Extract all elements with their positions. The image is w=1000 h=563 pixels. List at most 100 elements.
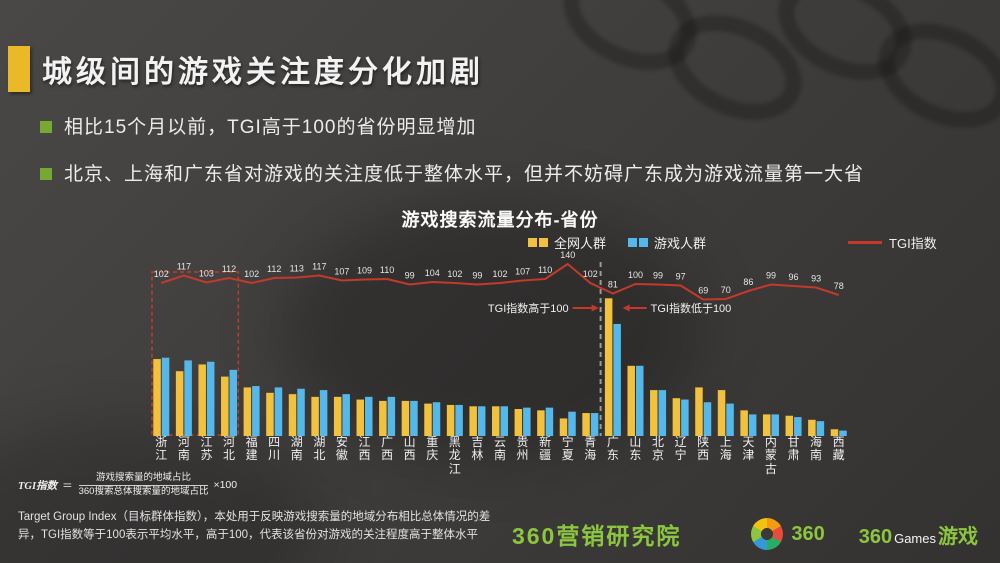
x-axis-label: 辽宁 bbox=[674, 435, 687, 463]
tgi-value-label: 109 bbox=[357, 266, 372, 276]
bullet-item: 北京、上海和广东省对游戏的关注度低于整体水平，但并不妨碍广东成为游戏流量第一大省 bbox=[40, 159, 864, 186]
bar-allnet bbox=[424, 403, 432, 436]
x-axis-label: 河南 bbox=[177, 435, 190, 463]
tgi-value-label: 99 bbox=[405, 271, 415, 281]
bar-gamers bbox=[229, 369, 238, 436]
bar-allnet bbox=[288, 394, 297, 436]
bullet-square-icon bbox=[40, 121, 52, 133]
360-research-logo: 360营销研究院 bbox=[511, 523, 682, 549]
x-axis-label: 浙江 bbox=[155, 435, 168, 463]
bar-gamers bbox=[590, 413, 599, 436]
bar-allnet bbox=[717, 390, 726, 436]
legend-label: 全网人群 bbox=[554, 236, 607, 251]
360-pinwheel-icon bbox=[751, 518, 784, 550]
x-axis-label: 湖北 bbox=[313, 435, 326, 463]
games-logo-cn: 游戏 bbox=[938, 525, 978, 548]
bar-gamers bbox=[252, 386, 260, 436]
bar-allnet bbox=[153, 359, 161, 436]
bar-gamers bbox=[319, 390, 328, 436]
tgi-value-label: 81 bbox=[608, 280, 618, 290]
x-axis-label: 山西 bbox=[403, 435, 416, 463]
bar-gamers bbox=[703, 402, 712, 436]
bar-gamers bbox=[726, 403, 734, 436]
bar-gamers bbox=[477, 406, 486, 436]
tgi-value-label: 104 bbox=[425, 268, 440, 278]
x-axis-label: 宁夏 bbox=[561, 435, 574, 463]
tgi-value-label: 117 bbox=[312, 262, 326, 272]
bullet-list: 相比15个月以前，TGI高于100的省份明显增加 北京、上海和广东省对游戏的关注… bbox=[40, 112, 864, 206]
blue-swatch-icon bbox=[639, 238, 649, 247]
bar-allnet bbox=[537, 410, 545, 436]
bar-allnet bbox=[446, 404, 455, 436]
tgi-value-label: 107 bbox=[515, 267, 530, 277]
bullet-item: 相比15个月以前，TGI高于100的省份明显增加 bbox=[40, 112, 864, 139]
x-axis-label: 吉林 bbox=[471, 435, 484, 463]
bar-allnet bbox=[221, 376, 229, 436]
x-axis-label: 安徽 bbox=[335, 435, 348, 463]
bar-gamers bbox=[839, 430, 847, 436]
bar-gamers bbox=[500, 406, 508, 436]
360-brand-label: 360 bbox=[791, 522, 825, 545]
bar-allnet bbox=[695, 387, 703, 436]
legend-item-gamers: 游戏人群 bbox=[628, 233, 706, 252]
bar-gamers bbox=[748, 414, 757, 436]
x-axis-label: 北京 bbox=[652, 435, 665, 463]
footer-logos: 360营销研究院 360 360 Games 游戏 bbox=[512, 517, 978, 551]
bar-allnet bbox=[830, 429, 839, 436]
x-axis-label: 黑龙江 bbox=[448, 435, 461, 476]
chart-canvas: 102 117 103 112 102 112 113 117 107 109 110 99 104 10… bbox=[151, 250, 847, 436]
bar-allnet bbox=[808, 419, 816, 436]
bar-gamers bbox=[613, 323, 621, 436]
x-axis-label: 河北 bbox=[223, 435, 236, 463]
annotation-low-tgi: TGI指数低于100 bbox=[651, 301, 732, 315]
tgi-value-label: 69 bbox=[698, 286, 708, 296]
bar-gamers bbox=[342, 394, 350, 436]
tgi-value-label: 96 bbox=[789, 272, 799, 282]
bar-gamers bbox=[365, 396, 373, 436]
bar-allnet bbox=[198, 364, 206, 436]
bar-allnet bbox=[379, 400, 387, 436]
tgi-value-label: 140 bbox=[560, 250, 575, 260]
x-axis-label: 重庆 bbox=[426, 435, 439, 463]
legend-item-tgi: TGI指数 bbox=[848, 233, 937, 252]
bar-allnet bbox=[650, 390, 658, 436]
bar-allnet bbox=[582, 413, 590, 436]
x-axis-label: 江西 bbox=[358, 435, 371, 463]
x-axis-label: 新疆 bbox=[539, 435, 552, 463]
x-axis-label: 内蒙古 bbox=[764, 435, 777, 476]
tgi-value-label: 102 bbox=[447, 269, 462, 279]
highlight-box bbox=[151, 271, 240, 436]
tgi-value-label: 100 bbox=[628, 270, 643, 280]
bar-allnet bbox=[514, 409, 523, 436]
x-axis-label: 天津 bbox=[742, 435, 755, 463]
legend-item-allnet: 全网人群 bbox=[528, 233, 606, 252]
bar-gamers bbox=[816, 421, 825, 436]
tgi-value-label: 86 bbox=[743, 277, 753, 287]
x-axis-label: 上海 bbox=[719, 435, 732, 463]
chart-legend: 全网人群 游戏人群 TGI指数 bbox=[528, 233, 937, 252]
bar-allnet bbox=[604, 298, 613, 436]
bar-gamers bbox=[568, 411, 576, 436]
bar-gamers bbox=[410, 400, 418, 436]
bar-gamers bbox=[523, 407, 531, 436]
x-axis-label: 四川 bbox=[268, 435, 281, 463]
tgi-value-label: 99 bbox=[766, 271, 776, 281]
x-axis-label: 江苏 bbox=[200, 435, 213, 463]
games-logo-num: 360 bbox=[858, 525, 893, 548]
chart-title: 游戏搜索流量分布-省份 bbox=[401, 210, 599, 230]
tgi-value-label: 110 bbox=[538, 265, 552, 275]
bar-gamers bbox=[387, 396, 396, 436]
bar-allnet bbox=[401, 400, 410, 436]
red-line-icon bbox=[848, 241, 883, 244]
bar-gamers bbox=[681, 399, 689, 436]
legend-label: 游戏人群 bbox=[654, 236, 707, 251]
bar-gamers bbox=[455, 404, 463, 436]
x-axis-label: 西藏 bbox=[832, 435, 845, 463]
bar-allnet bbox=[740, 410, 748, 436]
tgi-value-label: 102 bbox=[154, 269, 169, 279]
blue-swatch-icon bbox=[628, 238, 638, 247]
tgi-value-label: 107 bbox=[334, 267, 349, 277]
x-axis-label: 青海 bbox=[584, 435, 597, 463]
tgi-value-label: 102 bbox=[244, 269, 259, 279]
